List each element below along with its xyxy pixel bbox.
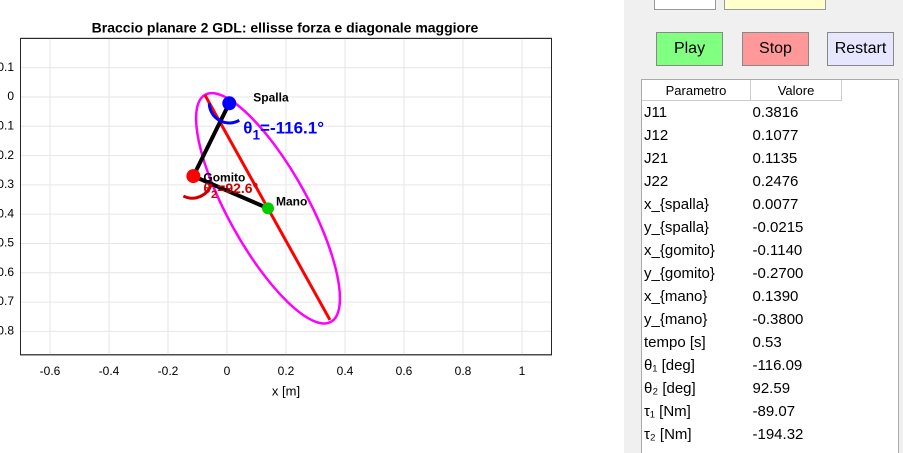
plot: Braccio planare 2 GDL: ellisse forza e d…	[0, 19, 552, 399]
value-cell: -0.2700	[752, 265, 804, 282]
play-button[interactable]: Play	[656, 32, 723, 66]
theta2-arc	[182, 183, 213, 200]
table-row: y_{spalla} -0.0215	[642, 216, 842, 239]
axes-box	[20, 37, 552, 356]
x-tick-label: 0	[224, 364, 231, 378]
shoulder-joint	[222, 96, 237, 111]
value-cell: -89.07	[752, 403, 796, 420]
y-tick-label: 0.1	[0, 60, 14, 74]
parameter-cell: τ₂ [Nm]	[644, 426, 692, 443]
parameter-cell: θ₂ [deg]	[644, 380, 696, 397]
value-cell: -116.09	[752, 357, 803, 374]
table-row: y_{mano} -0.3800	[642, 308, 842, 331]
theta2-label: θ2=92.6°	[203, 180, 258, 201]
table: Parametro Valore J11 0.3816 J12 0.1077 J21 0.…	[642, 80, 842, 446]
control-panel: Play Stop Restart Parametro Valore J11 0.…	[624, 0, 903, 453]
y-tick-label: -0.8	[0, 324, 14, 338]
table-row: x_{gomito} -0.1140	[642, 239, 842, 262]
elbow-label: Gomito	[203, 170, 245, 184]
theta1-arc	[207, 103, 241, 125]
hand-label: Mano	[276, 194, 307, 208]
parameter-cell: tempo [s]	[644, 334, 706, 351]
input-button[interactable]	[724, 0, 826, 10]
theta1-symbol: θ	[243, 119, 252, 138]
parameter-cell: J11	[644, 104, 668, 121]
value-cell: -0.3800	[752, 311, 804, 328]
force-ellipse	[194, 91, 342, 325]
restart-button[interactable]: Restart	[827, 32, 894, 66]
table-row: J11 0.3816	[642, 101, 842, 125]
value-cell: 0.1135	[752, 150, 798, 167]
x-tick-label: 0.4	[337, 364, 354, 378]
stop-button[interactable]: Stop	[742, 32, 809, 66]
parameter-table: Parametro Valore J11 0.3816 J12 0.1077 J21 0.…	[641, 79, 899, 453]
y-tick-label: -0.5	[0, 236, 14, 250]
parameter-cell: y_{mano}	[644, 311, 708, 328]
x-tick-label: -0.4	[99, 364, 120, 378]
input-box[interactable]	[654, 0, 716, 10]
theta1-sub: 1	[252, 127, 260, 142]
parameter-cell: J12	[644, 127, 669, 144]
value-cell: 0.2476	[752, 173, 799, 190]
parameter-cell: J21	[644, 150, 669, 167]
table-row: J22 0.2476	[642, 170, 842, 193]
y-tick-label: 0	[7, 89, 14, 103]
value-cell: 0.0077	[752, 196, 799, 213]
y-tick-label: -0.1	[0, 118, 14, 132]
table-row: J12 0.1077	[642, 124, 842, 147]
theta2-text: =92.6°	[217, 180, 258, 196]
theta2-sub: 2	[211, 189, 217, 201]
value-cell: 0.1390	[752, 288, 799, 305]
theta2-symbol: θ	[203, 180, 211, 196]
value-cell: -0.0215	[752, 219, 804, 236]
table-row: tempo [s] 0.53	[642, 331, 842, 354]
y-tick-label: -0.2	[0, 148, 14, 162]
theta1-text: =-116.1°	[260, 119, 324, 138]
table-row: τ₂ [Nm] -194.32	[642, 423, 842, 446]
x-tick-label: -0.2	[158, 364, 179, 378]
parameter-cell: x_{gomito}	[644, 242, 715, 259]
parameter-cell: τ₁ [Nm]	[644, 403, 691, 420]
x-tick-label: -0.6	[40, 364, 61, 378]
value-cell: 0.3816	[752, 104, 799, 121]
table-row: J21 0.1135	[642, 147, 842, 170]
x-tick-label: 0.8	[455, 364, 472, 378]
table-row: τ₁ [Nm] -89.07	[642, 400, 842, 423]
table-row: y_{gomito} -0.2700	[642, 262, 842, 285]
table-row: θ₂ [deg] 92.59	[642, 377, 842, 400]
parameter-cell: x_{spalla}	[644, 196, 710, 213]
hand-joint	[262, 202, 275, 215]
parameter-cell: x_{mano}	[644, 288, 708, 305]
value-cell: 0.53	[752, 334, 782, 351]
parameter-cell: J22	[644, 173, 669, 190]
value-cell: 0.1077	[752, 127, 799, 144]
parameter-cell: y_{gomito}	[644, 265, 715, 282]
parameter-cell: θ₁ [deg]	[644, 357, 695, 374]
value-cell: 92.59	[752, 380, 791, 397]
table-row: x_{mano} 0.1390	[642, 285, 842, 308]
theta1-label: θ1=-116.1°	[243, 119, 324, 142]
column-header: Parametro	[642, 80, 751, 101]
value-cell: -194.32	[752, 426, 804, 443]
y-tick-label: -0.3	[0, 177, 14, 191]
value-cell: -0.1140	[752, 242, 803, 259]
y-tick-label: -0.4	[0, 206, 14, 220]
y-tick-label: -0.6	[0, 265, 14, 279]
x-tick-label: 0.6	[396, 364, 413, 378]
y-tick-label: -0.7	[0, 294, 14, 308]
elbow-joint	[186, 169, 201, 184]
table-row: x_{spalla} 0.0077	[642, 193, 842, 216]
shoulder-label: Spalla	[253, 90, 289, 104]
column-header: Valore	[750, 80, 842, 101]
x-label: x [m]	[272, 383, 300, 398]
x-tick-label: 0.2	[278, 364, 295, 378]
plot-title: Braccio planare 2 GDL: ellisse forza e d…	[92, 20, 479, 36]
table-row: θ₁ [deg] -116.09	[642, 354, 842, 377]
parameter-cell: y_{spalla}	[644, 219, 710, 236]
x-tick-label: 1	[519, 364, 526, 378]
